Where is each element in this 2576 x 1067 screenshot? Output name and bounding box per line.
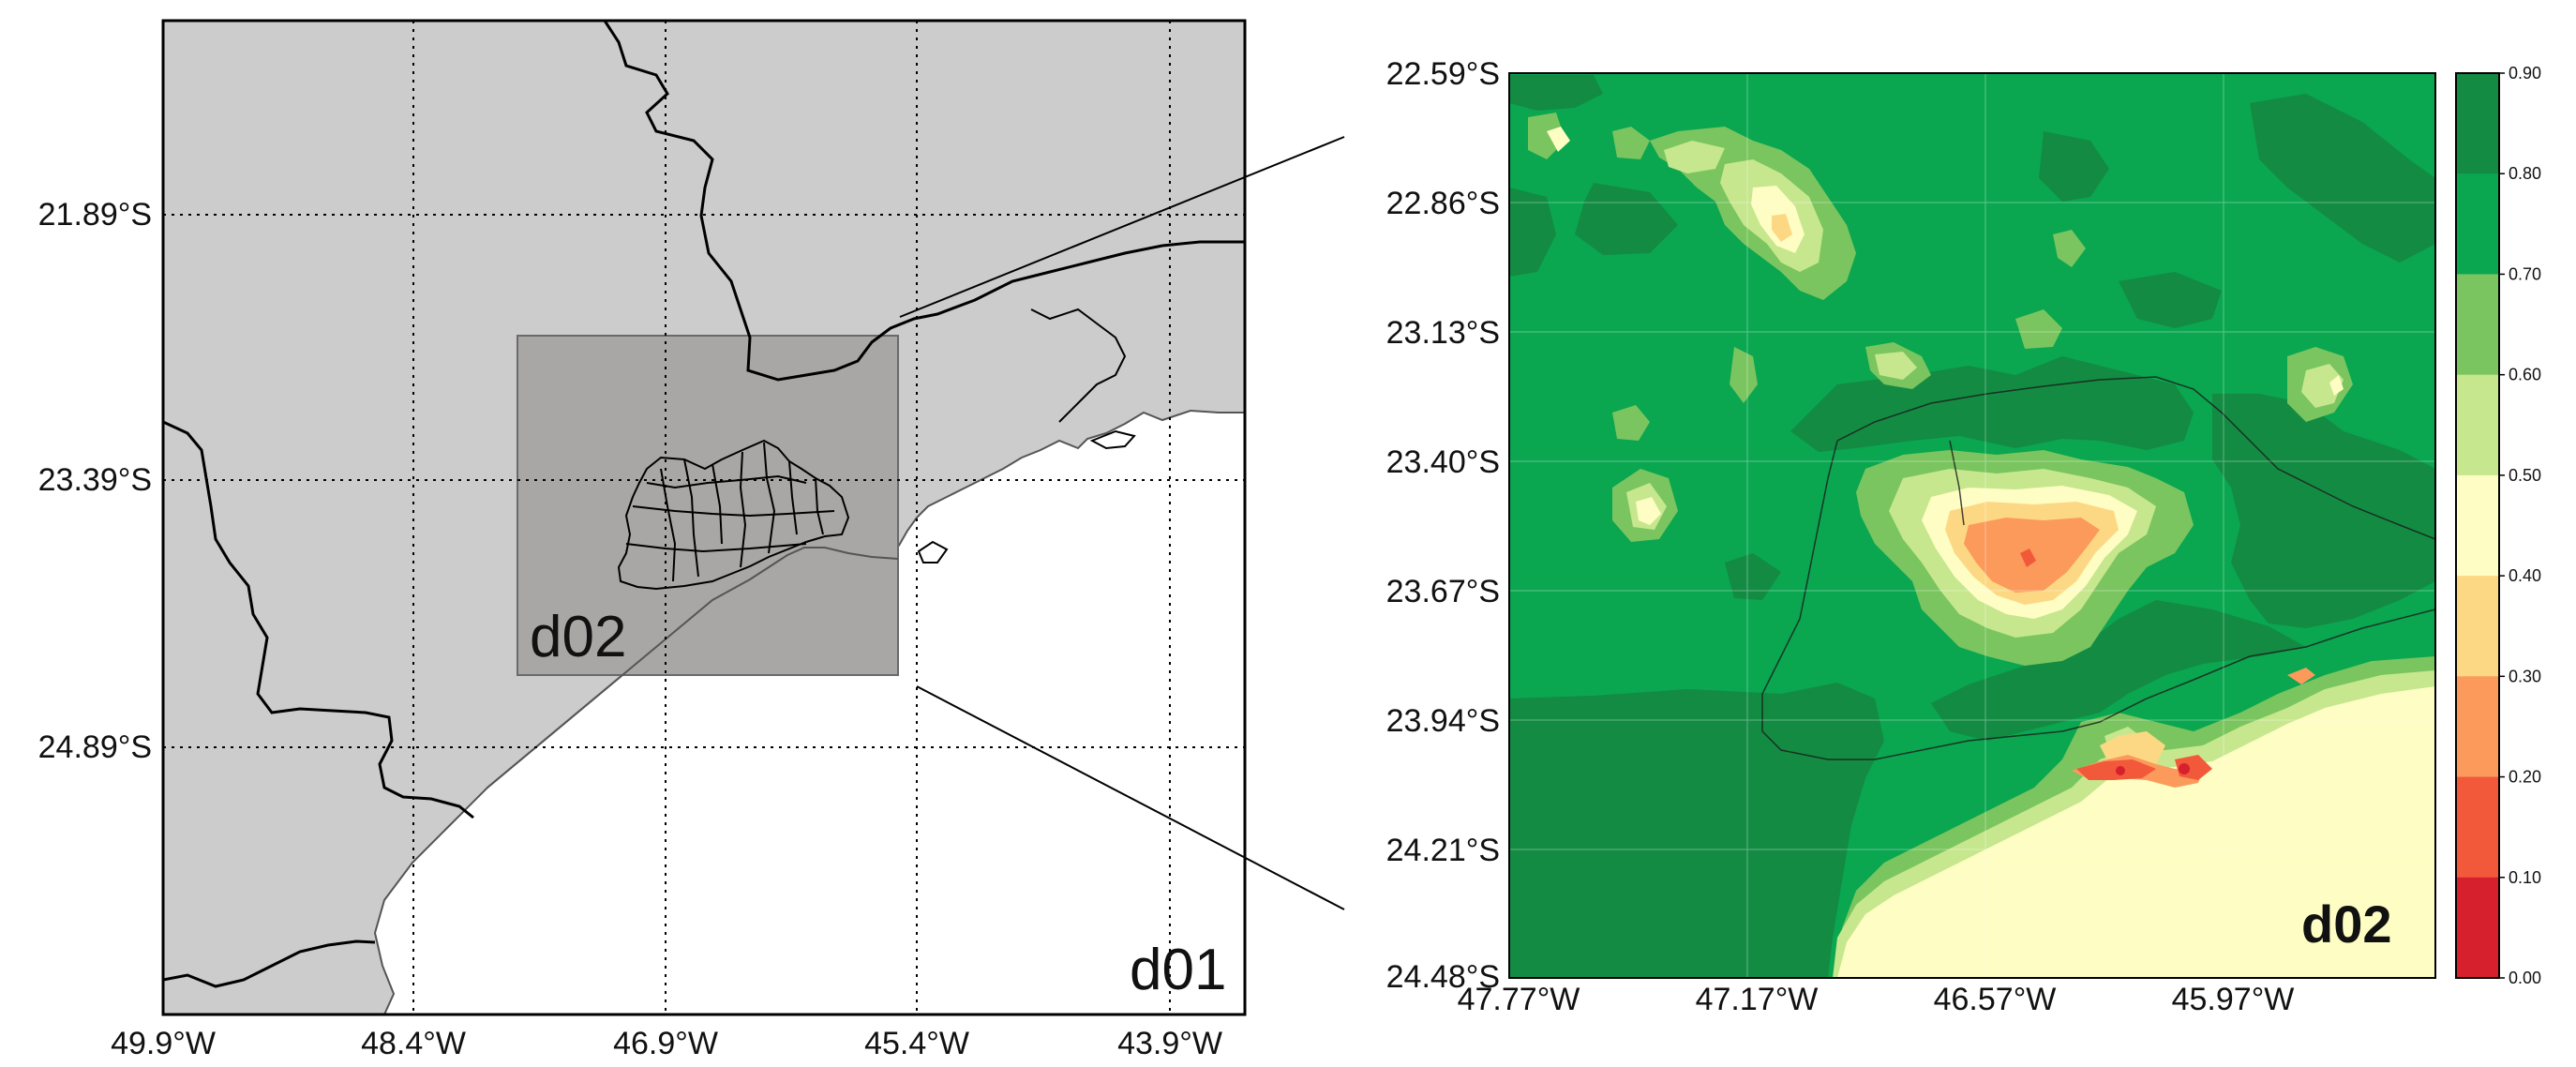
colorbar-bin — [2456, 274, 2499, 376]
colorbar-bin — [2456, 877, 2499, 979]
lat-tick-label: 23.67°S — [1386, 574, 1500, 609]
colorbar-bin — [2456, 73, 2499, 174]
lon-tick-label: 47.77°W — [1458, 982, 1580, 1017]
colorbar-bin — [2456, 374, 2499, 476]
field-level-0.0 — [2116, 763, 2190, 775]
field-level-0.8 — [1509, 75, 2435, 978]
colorbar-tick-label: 0.50 — [2509, 466, 2541, 485]
lat-tick-label: 23.13°S — [1386, 315, 1500, 351]
colorbar-tick-label: 0.30 — [2509, 667, 2541, 685]
d02-inner-box — [517, 335, 899, 676]
state-border — [603, 21, 1245, 382]
lat-tick-label: 23.94°S — [1386, 703, 1500, 739]
lon-tick-label: 47.17°W — [1696, 982, 1819, 1017]
d02-box-label: d02 — [530, 605, 626, 669]
state-border — [163, 939, 376, 988]
colorbar: 0.90 0.80 0.70 0.60 0.50 0.40 0.30 0.20 0.10 0.00 — [2455, 64, 2541, 987]
lat-tick-label: 24.89°S — [38, 729, 152, 765]
lat-tick-label: 21.89°S — [38, 197, 152, 233]
state-border — [163, 420, 474, 819]
lon-tick-label: 46.57°W — [1934, 982, 2057, 1017]
lon-tick-label: 43.9°W — [1117, 1026, 1222, 1061]
colorbar-tick-label: 0.90 — [2509, 64, 2541, 83]
left-map-frame — [161, 19, 1247, 1016]
colorbar-tick-label: 0.10 — [2509, 868, 2541, 887]
island — [917, 540, 949, 564]
right-map-d02: d02 22.59°S 22.86°S 23.13°S 23.40°S 23.6… — [1386, 56, 2436, 1017]
lon-tick-label: 45.4°W — [864, 1026, 969, 1061]
colorbar-tick-label: 0.00 — [2509, 969, 2541, 987]
lat-tick-label: 22.59°S — [1386, 56, 1500, 92]
lon-tick-label: 49.9°W — [111, 1026, 216, 1061]
colorbar-frame — [2455, 72, 2500, 979]
coastline — [487, 547, 899, 789]
lat-tick-label: 22.86°S — [1386, 186, 1500, 221]
left-graticule — [163, 21, 1245, 1014]
right-map-frame — [1508, 72, 2436, 979]
municipalities — [617, 439, 850, 591]
zoom-connector-top — [899, 136, 1345, 318]
colorbar-bin — [2456, 576, 2499, 677]
colorbar-bin — [2456, 173, 2499, 275]
colorbar-tick-label: 0.60 — [2509, 366, 2541, 384]
colorbar-bin — [2456, 474, 2499, 577]
colorbar-tick-label: 0.20 — [2509, 768, 2541, 787]
lat-tick-label: 24.48°S — [1386, 959, 1500, 995]
right-graticule — [1509, 73, 2435, 978]
lon-tick-label: 45.97°W — [2172, 982, 2295, 1017]
island — [1089, 429, 1136, 450]
lat-tick-label: 23.39°S — [38, 462, 152, 498]
left-map-d01: d02 d01 21.89°S 23.39°S 24.89°S 49.9°W 4… — [38, 19, 1247, 1061]
d01-label: d01 — [1130, 938, 1226, 1002]
colorbar-bin — [2456, 776, 2499, 879]
lat-tick-label: 24.21°S — [1386, 833, 1500, 868]
lat-tick-label: 23.40°S — [1386, 444, 1500, 480]
colorbar-tick-label: 0.80 — [2509, 164, 2541, 183]
state-border — [1030, 308, 1127, 423]
colorbar-tick-label: 0.40 — [2509, 566, 2541, 585]
colorbar-tick-label: 0.70 — [2509, 264, 2541, 283]
d02-panel-label: d02 — [2301, 894, 2392, 954]
lon-tick-label: 48.4°W — [361, 1026, 466, 1061]
d02-boundaries — [1761, 376, 2435, 760]
zoom-connector-bottom — [916, 685, 1345, 910]
colorbar-bin — [2456, 676, 2499, 778]
lon-tick-label: 46.9°W — [613, 1026, 718, 1061]
